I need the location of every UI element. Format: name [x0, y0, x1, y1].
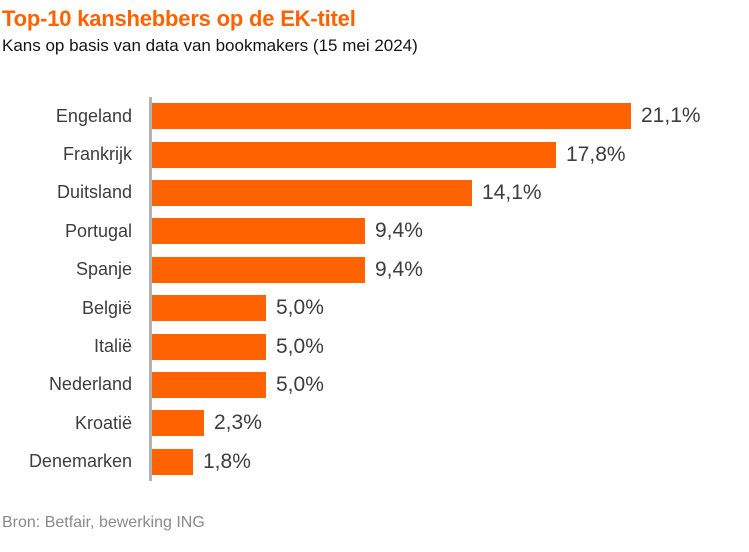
category-label: Spanje: [75, 259, 132, 280]
chart-row: Frankrijk 17,8%: [0, 135, 749, 173]
bar-track: 2,3%: [152, 404, 262, 442]
category-label: Frankrijk: [62, 144, 132, 165]
category-label: Italië: [93, 336, 132, 357]
category-label: Nederland: [48, 374, 132, 395]
bar-track: 5,0%: [152, 366, 324, 404]
bar: [152, 218, 365, 245]
category-label: Portugal: [64, 220, 132, 241]
bar: [152, 103, 631, 130]
value-label: 14,1%: [482, 180, 542, 204]
bar-track: 9,4%: [152, 212, 423, 250]
bar-track: 14,1%: [152, 174, 542, 212]
value-label: 5,0%: [276, 296, 324, 320]
y-axis-line: [149, 97, 152, 481]
bar: [152, 256, 365, 283]
bar-track: 5,0%: [152, 327, 324, 365]
value-label: 5,0%: [276, 334, 324, 358]
bar-track: 17,8%: [152, 135, 626, 173]
bar: [152, 295, 266, 322]
bar: [152, 371, 266, 398]
chart-row: Kroatië 2,3%: [0, 404, 749, 442]
chart-row: Portugal 9,4%: [0, 212, 749, 250]
category-label: Kroatië: [74, 412, 132, 433]
bar: [152, 448, 193, 475]
source-note: Bron: Betfair, bewerking ING: [2, 514, 205, 531]
chart-row: Italië 5,0%: [0, 327, 749, 365]
value-label: 5,0%: [276, 372, 324, 396]
bar: [152, 179, 472, 206]
chart-row: Duitsland 14,1%: [0, 174, 749, 212]
chart-row: Denemarken 1,8%: [0, 443, 749, 481]
value-label: 1,8%: [203, 449, 251, 473]
chart-row: Nederland 5,0%: [0, 366, 749, 404]
category-label: Engeland: [55, 105, 132, 126]
bar-track: 9,4%: [152, 251, 423, 289]
chart-row: Engeland 21,1%: [0, 97, 749, 135]
value-label: 9,4%: [375, 257, 423, 281]
bar: [152, 410, 204, 437]
bar-track: 5,0%: [152, 289, 324, 327]
bar-track: 21,1%: [152, 97, 701, 135]
value-label: 2,3%: [214, 411, 262, 435]
value-label: 17,8%: [566, 142, 626, 166]
value-label: 21,1%: [641, 104, 701, 128]
chart-header: Top-10 kanshebbers op de EK-titel Kans o…: [2, 5, 741, 57]
chart-subtitle: Kans op basis van data van bookmakers (1…: [2, 36, 418, 55]
chart-row: Spanje 9,4%: [0, 251, 749, 289]
bar-track: 1,8%: [152, 443, 251, 481]
value-label: 9,4%: [375, 219, 423, 243]
chart-row: België 5,0%: [0, 289, 749, 327]
category-label: België: [81, 297, 132, 318]
category-label: Denemarken: [28, 451, 132, 472]
chart-title: Top-10 kanshebbers op de EK-titel: [2, 6, 356, 31]
category-label: Duitsland: [56, 182, 132, 203]
bar: [152, 333, 266, 360]
chart-rows: Engeland 21,1% Frankrijk 17,8% Duitsland…: [0, 97, 749, 481]
bar-chart: Engeland 21,1% Frankrijk 17,8% Duitsland…: [0, 97, 749, 481]
bar: [152, 141, 556, 168]
